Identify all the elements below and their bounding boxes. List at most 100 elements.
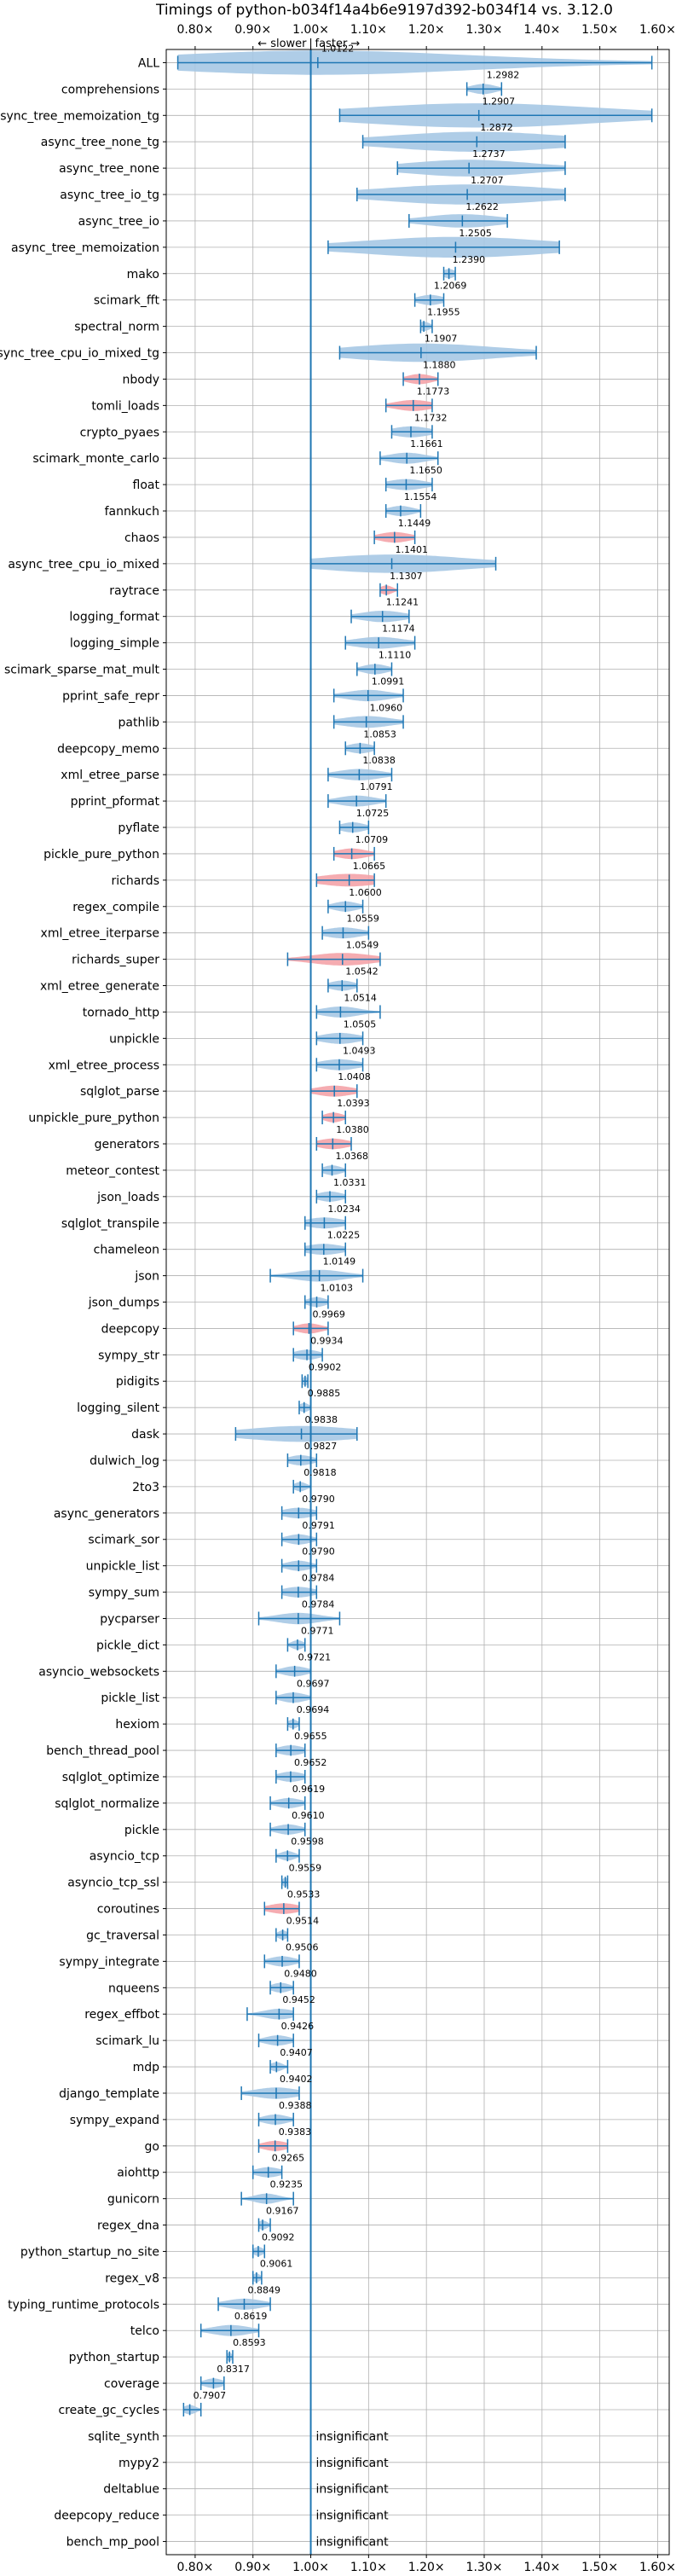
benchmark-label: regex_effbot xyxy=(84,2008,159,2022)
value-label: 1.0725 xyxy=(356,808,390,819)
value-label: 0.9061 xyxy=(260,2258,293,2269)
x-tick-label-bottom: 1.40× xyxy=(523,2561,560,2574)
value-label: 0.9619 xyxy=(292,1784,326,1795)
benchmark-label: pickle_list xyxy=(101,1691,159,1705)
value-label: 0.9790 xyxy=(302,1494,335,1505)
benchmark-label: deltablue xyxy=(103,2483,159,2497)
value-label: 1.1110 xyxy=(379,650,412,661)
value-label: 1.0600 xyxy=(349,887,382,898)
benchmark-label: async_tree_cpu_io_mixed_tg xyxy=(0,347,159,361)
value-label: 0.9598 xyxy=(291,1836,324,1848)
insignificant-label: insignificant xyxy=(316,2430,390,2444)
benchmark-label: mdp xyxy=(133,2061,160,2074)
benchmark-label: xml_etree_generate xyxy=(40,980,159,994)
benchmark-label: json xyxy=(134,1270,159,1284)
value-label: 1.1449 xyxy=(398,518,431,529)
value-label: 1.1661 xyxy=(410,438,442,450)
value-label: 1.1732 xyxy=(414,412,447,423)
axis-layer: 0.80× 0.80× 0.90× 0.90× 1.00× 1.00× 1.10× 1.10×… xyxy=(0,23,676,2574)
x-tick-label-top: 1.30× xyxy=(466,23,503,37)
x-tick-label-bottom: 0.80× xyxy=(176,2561,213,2574)
x-tick-label-top: 1.20× xyxy=(408,23,445,37)
value-label: 1.2069 xyxy=(434,281,466,292)
benchmark-label: asyncio_websockets xyxy=(38,1665,159,1679)
value-label: 0.9388 xyxy=(279,2100,312,2111)
benchmark-label: sqlite_synth xyxy=(88,2430,159,2444)
value-label: 1.0408 xyxy=(338,1071,371,1082)
value-label: 0.9383 xyxy=(279,2126,312,2138)
benchmark-label: telco xyxy=(130,2324,159,2338)
benchmark-label: pyflate xyxy=(118,821,159,835)
benchmark-label: tomli_loads xyxy=(91,399,159,413)
x-tick-label-bottom: 1.30× xyxy=(466,2561,503,2574)
benchmark-label: spectral_norm xyxy=(74,321,159,334)
value-label: 0.9697 xyxy=(297,1678,330,1689)
value-label: 1.2707 xyxy=(471,175,504,186)
insignificant-label: insignificant xyxy=(316,2536,390,2550)
benchmark-label: asyncio_tcp_ssl xyxy=(67,1877,159,1890)
benchmark-label: pidigits xyxy=(116,1375,159,1389)
value-label: 1.0542 xyxy=(345,966,379,978)
value-label: 0.9402 xyxy=(280,2074,313,2085)
benchmark-label: generators xyxy=(95,1138,159,1152)
faster-label: faster → xyxy=(315,38,361,50)
benchmark-label: bench_mp_pool xyxy=(66,2536,159,2550)
benchmark-label: fannkuch xyxy=(105,505,159,519)
value-label: 1.0122 xyxy=(321,43,355,54)
benchmark-label: json_dumps xyxy=(88,1297,159,1310)
benchmark-label: aiohttp xyxy=(117,2167,159,2180)
benchmark-label: xml_etree_iterparse xyxy=(41,927,159,941)
value-label: 1.1907 xyxy=(425,334,457,345)
label-layer: 1.0122 1.2982 1.2907 1.2872 1.2737 1.2707 1.26… xyxy=(194,43,520,2549)
value-label: 0.9885 xyxy=(308,1388,341,1399)
value-label: 1.0791 xyxy=(360,781,393,792)
benchmark-label: sympy_sum xyxy=(89,1587,159,1600)
benchmark-label: typing_runtime_protocols xyxy=(8,2298,159,2312)
value-label: 1.0665 xyxy=(353,861,386,872)
value-label: 0.9480 xyxy=(284,1968,317,1979)
benchmark-label: async_tree_io_tg xyxy=(60,189,159,202)
x-tick-label-bottom: 1.00× xyxy=(292,2561,329,2574)
benchmark-label: async_tree_memoization_tg xyxy=(0,109,159,123)
benchmark-label: regex_v8 xyxy=(105,2271,159,2285)
benchmark-label: xml_etree_parse xyxy=(61,769,159,782)
benchmark-label: 2to3 xyxy=(132,1481,159,1494)
value-label: 0.9934 xyxy=(310,1335,344,1346)
benchmark-label: python_startup xyxy=(69,2351,159,2364)
benchmark-label: sqlglot_transpile xyxy=(61,1217,159,1231)
benchmark-label: regex_compile xyxy=(72,901,159,914)
value-label: 1.1554 xyxy=(404,491,436,502)
benchmark-label: unpickle_list xyxy=(86,1560,160,1574)
benchmark-label: django_template xyxy=(59,2087,159,2101)
benchmark-label: tornado_http xyxy=(83,1006,159,1019)
value-label: 0.9235 xyxy=(270,2179,303,2190)
value-label: 1.1174 xyxy=(382,624,415,635)
insignificant-label: insignificant xyxy=(316,2509,390,2523)
value-label: 0.9533 xyxy=(287,1889,321,1900)
value-label: 1.0514 xyxy=(344,992,377,1003)
benchmark-label: float xyxy=(133,479,160,492)
x-tick-label-top: 1.10× xyxy=(350,23,387,37)
value-label: 0.9514 xyxy=(286,1915,320,1926)
value-label: 1.0838 xyxy=(362,755,396,766)
value-label: 0.8849 xyxy=(247,2284,280,2295)
benchmark-label: create_gc_cycles xyxy=(58,2404,159,2417)
value-label: 0.9791 xyxy=(302,1520,335,1531)
benchmark-label: pprint_pformat xyxy=(71,795,160,809)
benchmark-label: logging_simple xyxy=(70,637,159,651)
benchmark-label: unpickle_pure_python xyxy=(28,1111,159,1125)
value-label: 1.2872 xyxy=(480,122,513,133)
value-label: 1.1773 xyxy=(417,386,450,397)
benchmark-label: sympy_expand xyxy=(70,2114,159,2127)
value-label: 0.9167 xyxy=(266,2206,299,2217)
insignificant-label: insignificant xyxy=(316,2483,390,2497)
benchmark-label: raytrace xyxy=(109,584,159,598)
value-label: 0.8619 xyxy=(234,2311,268,2322)
benchmark-label: coroutines xyxy=(97,1903,159,1917)
benchmark-label: crypto_pyaes xyxy=(80,426,159,439)
value-label: 1.0368 xyxy=(335,1151,368,1162)
value-label: 0.9092 xyxy=(262,2231,295,2242)
value-label: 1.2390 xyxy=(453,254,486,265)
benchmark-label: sqlglot_normalize xyxy=(55,1797,159,1811)
